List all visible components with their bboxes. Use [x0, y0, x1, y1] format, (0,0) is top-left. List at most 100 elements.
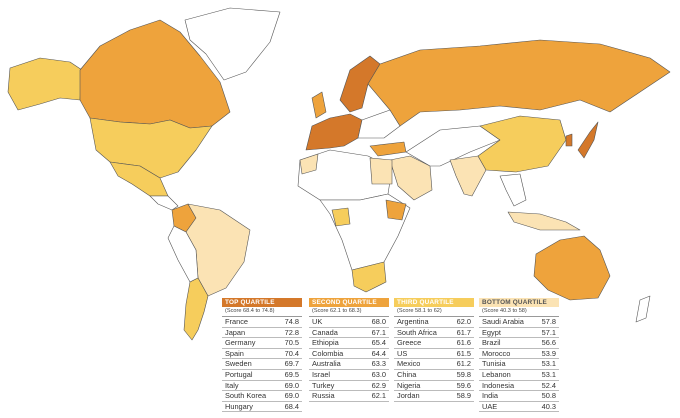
country-score: 72.8	[284, 327, 299, 337]
country-name: Japan	[225, 327, 246, 337]
country-score: 40.3	[541, 401, 556, 411]
country-name: Mexico	[397, 359, 421, 369]
country-score: 62.0	[456, 317, 471, 326]
east-europe	[357, 109, 401, 139]
country-score: 65.4	[371, 338, 386, 348]
country-name: Spain	[225, 348, 244, 358]
country-row: India 50.8	[479, 391, 559, 402]
country-row: France 74.8	[222, 317, 302, 328]
country-name: Sweden	[225, 359, 252, 369]
country-row: Portugal 69.5	[222, 370, 302, 381]
country-name: China	[397, 369, 417, 379]
country-row: Lebanon 53.1	[479, 370, 559, 381]
country-score: 69.0	[284, 380, 299, 390]
quartile-title: BOTTOM QUARTILE	[479, 298, 559, 307]
quartile-title: SECOND QUARTILE	[309, 298, 389, 307]
country-name: Egypt	[482, 327, 501, 337]
country-row: US 61.5	[394, 349, 474, 360]
country-name: Indonesia	[482, 380, 515, 390]
country-score: 52.4	[541, 380, 556, 390]
country-score: 63.3	[371, 359, 386, 369]
country-name: US	[397, 348, 408, 358]
country-row: Colombia 64.4	[309, 349, 389, 360]
country-score: 53.9	[541, 348, 556, 358]
country-row: Saudi Arabia 57.8	[479, 317, 559, 328]
japan	[577, 121, 599, 159]
country-row: Morocco 53.9	[479, 349, 559, 360]
country-score: 70.5	[284, 338, 299, 348]
country-name: Tunisia	[482, 359, 506, 369]
country-score: 68.4	[284, 401, 299, 411]
country-score: 69.7	[284, 359, 299, 369]
central-asia	[405, 125, 501, 167]
country-score: 74.8	[284, 317, 299, 326]
country-name: Hungary	[225, 401, 253, 411]
country-score: 69.5	[284, 369, 299, 379]
country-name: Canada	[312, 327, 338, 337]
country-name: UK	[312, 317, 323, 326]
country-name: Germany	[225, 338, 256, 348]
country-score: 53.1	[541, 359, 556, 369]
country-name: Jordan	[397, 391, 420, 401]
quartile-range: (Score 40.3 to 58)	[479, 307, 559, 317]
china	[477, 115, 567, 173]
country-name: Israel	[312, 369, 331, 379]
india	[449, 155, 487, 197]
country-score: 61.2	[456, 359, 471, 369]
alaska	[7, 57, 83, 111]
country-row: Japan 72.8	[222, 328, 302, 339]
country-row: Israel 63.0	[309, 370, 389, 381]
country-name: France	[225, 317, 249, 326]
country-score: 70.4	[284, 348, 299, 358]
central-america	[149, 195, 179, 211]
middle-east	[389, 155, 433, 201]
country-row: UAE 40.3	[479, 402, 559, 413]
country-row: Egypt 57.1	[479, 328, 559, 339]
country-row: UK 68.0	[309, 317, 389, 328]
country-row: China 59.8	[394, 370, 474, 381]
country-name: Ethiopia	[312, 338, 339, 348]
country-row: Nigeria 59.6	[394, 381, 474, 392]
country-row: Ethiopia 65.4	[309, 338, 389, 349]
egypt	[369, 157, 393, 185]
country-row: Hungary 68.4	[222, 402, 302, 413]
country-score: 57.1	[541, 327, 556, 337]
quartile-range: (Score 68.4 to 74.8)	[222, 307, 302, 317]
country-score: 50.8	[541, 391, 556, 401]
country-name: Brazil	[482, 338, 501, 348]
west-europe	[305, 113, 363, 151]
quartile-title: THIRD QUARTILE	[394, 298, 474, 307]
southeast-asia	[499, 173, 527, 207]
country-row: Italy 69.0	[222, 381, 302, 392]
country-name: Morocco	[482, 348, 511, 358]
country-row: Brazil 56.6	[479, 338, 559, 349]
country-score: 61.7	[456, 327, 471, 337]
country-row: Spain 70.4	[222, 349, 302, 360]
quartile-column: THIRD QUARTILE (Score 58.1 to 62) Argentin…	[394, 298, 474, 402]
country-name: UAE	[482, 401, 498, 411]
country-score: 56.6	[541, 338, 556, 348]
country-score: 58.9	[456, 391, 471, 401]
country-name: Argentina	[397, 317, 429, 326]
country-row: Greece 61.6	[394, 338, 474, 349]
country-score: 69.0	[284, 391, 299, 401]
country-row: Tunisia 53.1	[479, 359, 559, 370]
country-name: India	[482, 391, 499, 401]
country-name: Colombia	[312, 348, 344, 358]
country-score: 61.6	[456, 338, 471, 348]
country-score: 59.8	[456, 369, 471, 379]
quartile-column: TOP QUARTILE (Score 68.4 to 74.8) France 74…	[222, 298, 302, 413]
quartile-title: TOP QUARTILE	[222, 298, 302, 307]
indonesia	[507, 211, 581, 231]
nigeria	[331, 207, 351, 227]
country-row: Canada 67.1	[309, 328, 389, 339]
country-score: 59.6	[456, 380, 471, 390]
country-name: South Korea	[225, 391, 267, 401]
argentina	[183, 277, 209, 341]
country-row: Indonesia 52.4	[479, 381, 559, 392]
country-name: Greece	[397, 338, 422, 348]
country-row: South Korea 69.0	[222, 391, 302, 402]
country-name: Saudi Arabia	[482, 317, 524, 326]
country-name: Italy	[225, 380, 239, 390]
